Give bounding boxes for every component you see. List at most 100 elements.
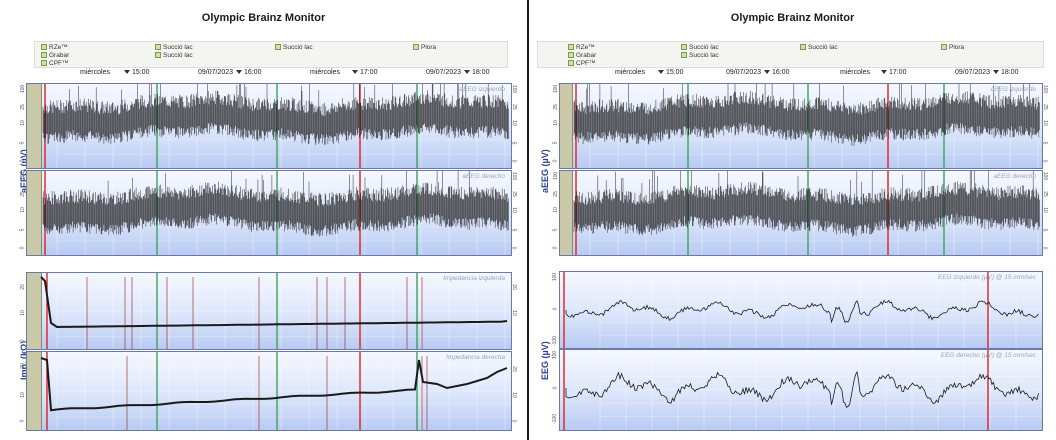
axis-tick: 10	[510, 207, 517, 213]
time-label: 09/07/2023	[426, 69, 462, 76]
legend-marker-icon	[413, 44, 419, 51]
axis-tick: 0	[1041, 159, 1048, 163]
axis-tick: 0	[510, 246, 517, 250]
axis-tick: 0	[552, 307, 559, 311]
chart-channel-label: Impedancia izquierda	[443, 275, 505, 282]
time-marker-icon	[464, 70, 470, 75]
legend-item[interactable]: RZe™	[41, 44, 68, 51]
time-label: 09/07/2023	[955, 69, 991, 76]
legend-item[interactable]: Succió lac	[155, 52, 193, 59]
axis-tick: 20	[510, 366, 517, 372]
axis-tick: 10	[19, 392, 26, 398]
chart-channel-label: EEG izquierdo (µV) @ 15 mm/sec	[937, 274, 1036, 281]
legend-marker-icon	[800, 44, 806, 51]
chart-channel-label: aEEG derecho	[462, 173, 505, 180]
legend-marker-icon	[681, 44, 687, 51]
axis-tick: 0	[19, 419, 26, 423]
time-marker-icon	[658, 70, 664, 75]
chart-channel-label: Impedancia derecha	[446, 354, 505, 361]
impedance-right-chart[interactable]: Impedancia derecha	[26, 351, 512, 431]
monitor-title: Olympic Brainz Monitor	[730, 12, 855, 24]
axis-tick: -100	[552, 335, 559, 347]
time-label: 16:00	[230, 69, 261, 76]
axis-tick: 5	[19, 141, 26, 145]
axis-tick: 25	[1041, 104, 1048, 110]
legend-item[interactable]: Grabar	[41, 52, 69, 59]
legend-item[interactable]: Plora	[941, 44, 964, 51]
legend-item[interactable]: Grabar	[568, 52, 596, 59]
axis-tick: 20	[19, 363, 26, 369]
axis-tick: 5	[552, 228, 559, 232]
eeg-left-chart[interactable]: EEG izquierdo (µV) @ 15 mm/sec	[559, 271, 1043, 349]
axis-tick: 5	[19, 228, 26, 232]
impedance-left-chart[interactable]: Impedancia izquierda	[26, 272, 512, 350]
legend-item[interactable]: Succió lac	[800, 44, 838, 51]
time-marker-icon	[352, 70, 358, 75]
time-marker-icon	[124, 70, 130, 75]
right-monitor-panel: Olympic Brainz Monitor RZe™ Grabar CPF™ …	[529, 0, 1056, 440]
axis-tick: 20	[510, 284, 517, 290]
axis-tick: 0	[19, 246, 26, 250]
aeeg-axis-label: aEEG (µV)	[540, 149, 550, 193]
legend-item[interactable]: Plora	[413, 44, 436, 51]
axis-tick: 25	[510, 191, 517, 197]
axis-tick: 5	[552, 141, 559, 145]
aeeg-left-chart[interactable]: aEEG izquierdo	[559, 83, 1043, 169]
legend-item[interactable]: Succió lac	[275, 44, 313, 51]
aeeg-right-chart[interactable]: aEEG derecho	[26, 170, 512, 256]
time-label: 15:00	[118, 69, 149, 76]
eeg-left-trace	[563, 272, 1042, 348]
legend-item[interactable]: CPF™	[41, 60, 69, 67]
axis-tick: 0	[510, 419, 517, 423]
time-marker-icon	[764, 70, 770, 75]
axis-tick: 5	[1041, 228, 1048, 232]
chart-channel-label: EEG derecho (µV) @ 15 mm/sec	[940, 352, 1036, 359]
time-marker-icon	[236, 70, 242, 75]
chart-channel-label: aEEG izquierdo	[990, 86, 1036, 93]
axis-tick: 100	[553, 171, 560, 181]
legend-item[interactable]: CPF™	[568, 60, 596, 67]
legend-marker-icon	[568, 52, 574, 59]
eeg-right-chart[interactable]: EEG derecho (µV) @ 15 mm/sec	[559, 349, 1043, 431]
legend-item[interactable]: RZe™	[568, 44, 595, 51]
legend-marker-icon	[681, 52, 687, 59]
legend-marker-icon	[155, 52, 161, 59]
axis-tick: 25	[510, 104, 517, 110]
legend-item[interactable]: Succió lac	[681, 44, 719, 51]
time-axis: miércoles 15:00 09/07/2023 16:00 miércol…	[40, 69, 510, 81]
axis-tick: 25	[19, 191, 26, 197]
axis-tick: 100	[1042, 171, 1049, 181]
time-label: miércoles	[80, 69, 110, 76]
axis-tick: 100	[511, 84, 518, 94]
time-axis: miércoles 15:00 09/07/2023 16:00 miércol…	[569, 69, 1039, 81]
legend-marker-icon	[275, 44, 281, 51]
axis-tick: 0	[19, 339, 26, 343]
impedance-right-trace	[40, 352, 511, 430]
time-marker-icon	[993, 70, 999, 75]
aeeg-right-trace	[573, 171, 1042, 255]
axis-tick: 0	[552, 159, 559, 163]
impedance-trace	[40, 276, 508, 329]
axis-tick: 0	[552, 246, 559, 250]
aeeg-left-chart[interactable]: aEEG izquierdo	[26, 83, 512, 169]
legend-marker-icon	[568, 60, 574, 67]
eeg-trace	[565, 299, 1039, 324]
axis-tick: 100	[20, 171, 27, 181]
left-monitor-panel: Olympic Brainz Monitor RZe™ Grabar CPF™ …	[0, 0, 527, 440]
axis-tick: 10	[19, 310, 26, 316]
time-label: 18:00	[458, 69, 489, 76]
aeeg-right-chart[interactable]: aEEG derecho	[559, 170, 1043, 256]
chart-channel-label: aEEG derecho	[993, 173, 1036, 180]
axis-tick: 0	[1041, 246, 1048, 250]
axis-tick: 25	[1041, 191, 1048, 197]
eeg-axis-label: EEG (µV)	[540, 341, 550, 380]
legend-item[interactable]: Succió lac	[155, 44, 193, 51]
impedance-trace	[40, 357, 508, 412]
axis-tick: 10	[19, 120, 26, 126]
time-label: 09/07/2023	[726, 69, 762, 76]
status-strip	[560, 171, 573, 255]
impedance-left-trace	[40, 273, 511, 349]
eeg-trace	[565, 370, 1039, 408]
axis-tick: 100	[1042, 84, 1049, 94]
legend-item[interactable]: Succió lac	[681, 52, 719, 59]
